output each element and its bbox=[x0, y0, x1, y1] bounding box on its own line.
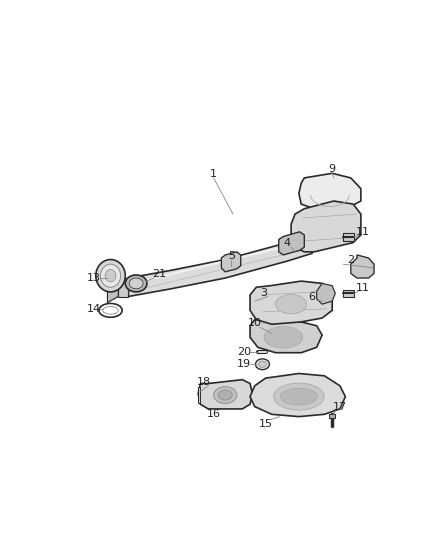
Ellipse shape bbox=[129, 278, 143, 289]
Ellipse shape bbox=[125, 275, 147, 292]
Text: 20: 20 bbox=[237, 347, 251, 357]
Bar bbox=[343, 233, 354, 241]
Ellipse shape bbox=[255, 359, 269, 370]
Text: 6: 6 bbox=[308, 292, 315, 302]
Polygon shape bbox=[198, 379, 252, 409]
Text: 11: 11 bbox=[355, 227, 369, 237]
Text: 19: 19 bbox=[237, 359, 251, 369]
Polygon shape bbox=[128, 235, 312, 296]
Text: 15: 15 bbox=[258, 418, 272, 429]
Polygon shape bbox=[317, 284, 336, 304]
Ellipse shape bbox=[258, 361, 266, 367]
Text: 14: 14 bbox=[86, 304, 101, 314]
Polygon shape bbox=[198, 387, 201, 403]
Ellipse shape bbox=[276, 295, 307, 314]
Text: 16: 16 bbox=[207, 409, 221, 419]
Ellipse shape bbox=[274, 383, 324, 410]
Text: 9: 9 bbox=[328, 165, 336, 174]
Ellipse shape bbox=[105, 270, 116, 282]
Polygon shape bbox=[351, 255, 374, 278]
Text: 17: 17 bbox=[333, 401, 347, 411]
Ellipse shape bbox=[264, 327, 303, 348]
Text: 21: 21 bbox=[152, 269, 166, 279]
Polygon shape bbox=[221, 252, 241, 272]
Text: 18: 18 bbox=[197, 377, 211, 387]
Text: 13: 13 bbox=[86, 273, 100, 283]
Polygon shape bbox=[279, 232, 304, 255]
Bar bbox=[343, 289, 354, 297]
Text: 11: 11 bbox=[355, 283, 369, 293]
Text: 10: 10 bbox=[248, 318, 261, 328]
Ellipse shape bbox=[214, 386, 237, 403]
Ellipse shape bbox=[218, 390, 232, 400]
Ellipse shape bbox=[280, 388, 318, 405]
Text: 2: 2 bbox=[347, 255, 354, 265]
Text: 1: 1 bbox=[210, 169, 217, 179]
Text: 4: 4 bbox=[284, 238, 291, 248]
Text: 5: 5 bbox=[228, 252, 235, 262]
Polygon shape bbox=[118, 278, 128, 296]
Polygon shape bbox=[291, 201, 361, 252]
Ellipse shape bbox=[100, 264, 120, 287]
Polygon shape bbox=[250, 320, 322, 353]
Ellipse shape bbox=[96, 260, 125, 292]
Text: 3: 3 bbox=[261, 288, 268, 297]
Polygon shape bbox=[250, 374, 346, 417]
Bar bbox=[329, 414, 336, 418]
Polygon shape bbox=[299, 173, 361, 209]
Polygon shape bbox=[250, 281, 332, 324]
Polygon shape bbox=[107, 278, 118, 303]
